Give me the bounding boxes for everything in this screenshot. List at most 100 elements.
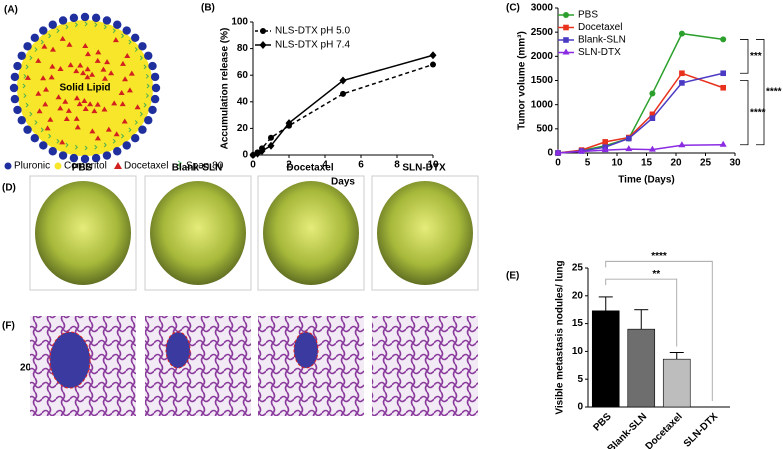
- photo-title: Docetaxel: [286, 163, 333, 174]
- panel-label: (B): [201, 3, 215, 14]
- pluronic: [102, 151, 112, 160]
- docetaxel: [76, 101, 83, 107]
- docetaxel: [105, 126, 112, 132]
- legend-label: Compritol: [64, 161, 107, 172]
- span80: [34, 120, 38, 125]
- span80: [34, 47, 38, 52]
- docetaxel: [94, 135, 101, 141]
- pluronic: [69, 13, 79, 23]
- span80: [139, 55, 143, 61]
- docetaxel: [82, 105, 89, 111]
- y-tick-label: 0: [242, 150, 248, 161]
- x-tick-label: Docetaxel: [644, 411, 685, 449]
- docetaxel: [74, 124, 81, 130]
- pluronic: [131, 33, 140, 42]
- legend-label: PBS: [578, 10, 598, 21]
- pluronic: [58, 16, 68, 25]
- pluronic: [138, 42, 147, 51]
- point: [429, 51, 437, 60]
- legend-label: Blank-SLN: [578, 35, 626, 46]
- y-tick-label: 3000: [531, 3, 554, 14]
- docetaxel: [126, 87, 133, 93]
- docetaxel: [59, 35, 66, 41]
- x-tick-label: 15: [641, 158, 653, 169]
- docetaxel: [87, 101, 94, 107]
- docetaxel: [112, 37, 119, 43]
- point: [268, 134, 274, 141]
- metastasis-region: [165, 331, 191, 369]
- y-tick-label: 0: [577, 402, 583, 413]
- point: [649, 90, 656, 97]
- pluronic: [131, 134, 140, 143]
- lung-photo: [263, 181, 359, 285]
- docetaxel: [89, 128, 96, 134]
- legend-label: Pluronic: [14, 161, 50, 172]
- docetaxel: [43, 86, 50, 92]
- docetaxel: [49, 46, 56, 52]
- span80: [23, 73, 27, 79]
- span80: [128, 39, 132, 45]
- significance-bracket: [740, 39, 749, 74]
- point: [625, 145, 633, 152]
- legend-label: Span 80: [186, 161, 224, 172]
- pluronic: [122, 26, 131, 35]
- pluronic: [113, 20, 122, 29]
- y-tick-label: 1500: [531, 75, 554, 86]
- point: [340, 90, 346, 97]
- x-tick-label: 5: [585, 158, 591, 169]
- panel-label: (F): [2, 321, 15, 332]
- docetaxel: [59, 139, 66, 145]
- point: [267, 141, 275, 150]
- pluronic: [48, 147, 57, 156]
- x-tick-label: 8: [394, 160, 400, 171]
- docetaxel: [73, 115, 80, 121]
- legend-marker: [563, 37, 569, 43]
- docetaxel: [89, 71, 96, 77]
- legend-label: NLS-DTX pH 5.0: [275, 26, 350, 37]
- metastasis-region: [293, 331, 319, 369]
- panel-label: (D): [2, 183, 16, 194]
- pluronic: [69, 153, 79, 163]
- point: [339, 76, 347, 85]
- particle-core: [17, 20, 153, 156]
- x-tick-label: 10: [427, 160, 439, 171]
- y-tick-label: 80: [237, 43, 249, 54]
- legend-marker: [259, 41, 267, 49]
- y-tick-label: 5: [577, 374, 583, 385]
- span80: [40, 39, 44, 45]
- span80: [22, 83, 26, 89]
- span80: [23, 93, 27, 99]
- bar: [591, 310, 620, 408]
- y-axis-title: Tumor volume (mm³): [517, 31, 528, 130]
- docetaxel: [124, 53, 131, 59]
- span80: [128, 127, 132, 133]
- docetaxel: [84, 66, 91, 72]
- span80: [48, 33, 52, 39]
- y-tick-label: 20: [237, 123, 249, 134]
- panel-label: (E): [506, 271, 519, 282]
- docetaxel: [134, 104, 141, 110]
- significance-label: ****: [651, 251, 667, 262]
- span80: [65, 24, 69, 30]
- series-line: [557, 72, 724, 154]
- span80: [48, 133, 52, 139]
- significance-label: **: [652, 269, 660, 280]
- span80: [145, 93, 149, 99]
- pluronic: [17, 51, 26, 60]
- y-tick-label: 2000: [531, 51, 554, 62]
- bar: [662, 358, 691, 408]
- pluronic: [150, 72, 160, 82]
- x-tick-label: 20: [670, 158, 682, 169]
- legend-marker: [563, 24, 569, 31]
- y-tick-label: 20: [572, 290, 584, 301]
- docetaxel: [40, 75, 47, 81]
- span80: [134, 120, 138, 125]
- legend-marker: [4, 162, 12, 170]
- docetaxel: [108, 70, 115, 76]
- x-tick-label: 10: [611, 158, 623, 169]
- lung-photo: [150, 181, 246, 285]
- significance-label: ****: [766, 87, 782, 98]
- x-tick-label: 6: [358, 160, 364, 171]
- docetaxel: [77, 62, 84, 68]
